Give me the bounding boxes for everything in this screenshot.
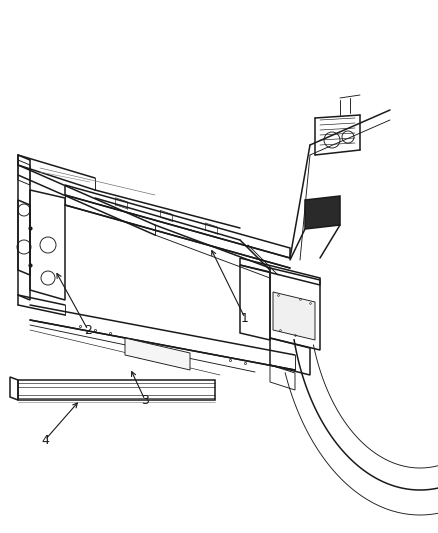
Polygon shape	[273, 292, 315, 340]
Text: 3: 3	[141, 393, 149, 407]
Text: 2: 2	[84, 324, 92, 336]
Text: 4: 4	[41, 433, 49, 447]
Polygon shape	[125, 338, 190, 370]
Text: 1: 1	[241, 311, 249, 325]
Polygon shape	[305, 196, 340, 229]
